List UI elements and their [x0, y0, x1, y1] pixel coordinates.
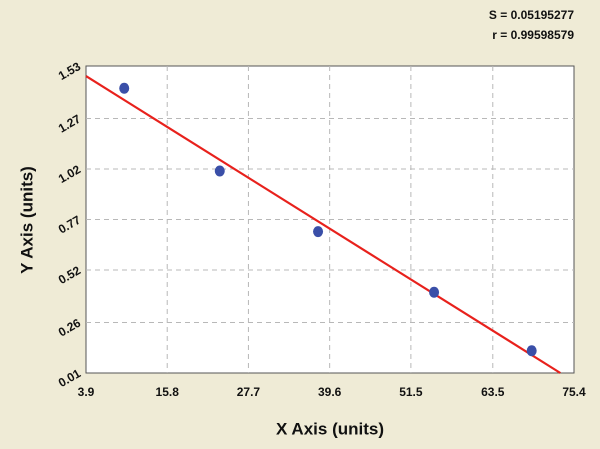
- y-tick-label: 0.52: [56, 263, 84, 287]
- y-tick-label: 0.26: [56, 316, 84, 340]
- annotation-r: r = 0.99598579: [492, 28, 574, 42]
- annotation-s: S = 0.05195277: [489, 8, 574, 22]
- x-tick-label: 39.6: [318, 385, 342, 399]
- x-tick-label: 27.7: [237, 385, 261, 399]
- fit-line: [85, 75, 561, 374]
- data-point: [119, 82, 130, 94]
- x-tick-label: 3.9: [78, 385, 95, 399]
- x-tick-label: 15.8: [156, 385, 180, 399]
- data-point: [429, 286, 440, 298]
- data-point: [526, 345, 537, 357]
- x-axis-label: X Axis (units): [276, 419, 384, 438]
- x-tick-label: 75.4: [562, 385, 586, 399]
- y-tick-label: 1.02: [56, 162, 84, 186]
- y-tick-label: 1.53: [56, 59, 84, 83]
- x-tick-label: 63.5: [481, 385, 505, 399]
- data-point: [313, 226, 324, 238]
- data-point: [214, 165, 225, 177]
- y-axis-label: Y Axis (units): [17, 166, 36, 274]
- y-tick-label: 1.27: [56, 112, 84, 136]
- x-tick-label: 51.5: [399, 385, 423, 399]
- y-tick-label: 0.77: [56, 213, 84, 237]
